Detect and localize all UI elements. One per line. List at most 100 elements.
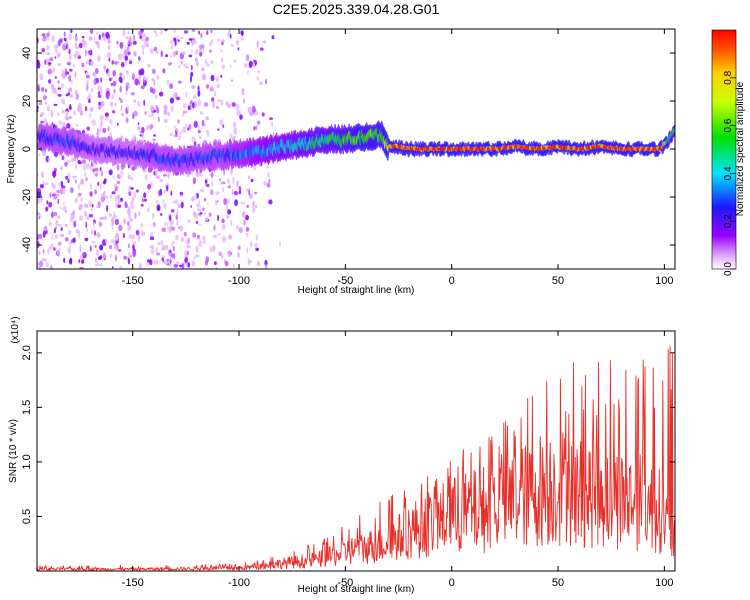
noise-speck bbox=[202, 235, 206, 240]
ridge-peak bbox=[536, 147, 540, 151]
noise-speck bbox=[183, 231, 187, 237]
noise-speck bbox=[37, 83, 40, 90]
noise-speck bbox=[132, 40, 137, 45]
noise-speck bbox=[198, 30, 201, 35]
noise-speck bbox=[252, 206, 256, 214]
noise-speck bbox=[61, 71, 66, 79]
noise-speck bbox=[91, 204, 94, 208]
noise-speck bbox=[152, 68, 156, 75]
noise-speck bbox=[63, 31, 66, 37]
ridge-peak bbox=[431, 147, 435, 151]
noise-speck bbox=[72, 64, 75, 68]
noise-speck bbox=[75, 163, 78, 170]
noise-speck bbox=[245, 54, 250, 61]
noise-speck bbox=[133, 110, 138, 117]
noise-speck bbox=[197, 129, 201, 134]
noise-speck bbox=[46, 262, 49, 267]
noise-speck bbox=[86, 216, 89, 220]
noise-speck bbox=[193, 39, 197, 43]
noise-speck bbox=[134, 212, 137, 219]
noise-speck bbox=[185, 91, 188, 99]
noise-speck bbox=[164, 29, 168, 32]
ridge-peak bbox=[503, 146, 507, 150]
ridge-peak bbox=[514, 145, 518, 149]
noise-speck bbox=[198, 49, 202, 53]
noise-speck bbox=[61, 155, 65, 161]
noise-speck bbox=[69, 241, 72, 248]
ridge-peak bbox=[542, 146, 546, 150]
noise-speck bbox=[142, 50, 144, 56]
noise-speck bbox=[157, 242, 162, 246]
noise-speck bbox=[245, 188, 250, 192]
noise-speck bbox=[37, 59, 40, 65]
noise-speck bbox=[126, 208, 131, 215]
noise-speck bbox=[212, 234, 217, 239]
noise-speck bbox=[57, 223, 62, 227]
noise-speck bbox=[84, 106, 88, 112]
noise-speck bbox=[182, 103, 187, 109]
noise-speck bbox=[102, 127, 107, 134]
noise-speck bbox=[173, 29, 176, 34]
noise-speck bbox=[219, 119, 224, 126]
noise-speck bbox=[200, 32, 203, 39]
noise-speck bbox=[82, 252, 86, 256]
noise-speck bbox=[149, 48, 154, 54]
noise-speck bbox=[234, 199, 239, 207]
noise-speck bbox=[236, 109, 241, 117]
noise-speck bbox=[134, 78, 139, 86]
ridge-peak bbox=[448, 147, 452, 151]
noise-speck bbox=[172, 92, 177, 99]
noise-speck bbox=[109, 119, 113, 125]
figure-title: C2E5.2025.339.04.28.G01 bbox=[273, 1, 440, 17]
noise-speck bbox=[79, 110, 84, 116]
noise-speck bbox=[231, 102, 236, 107]
ridge-peak bbox=[508, 145, 512, 149]
noise-speck bbox=[69, 257, 73, 265]
noise-speck bbox=[240, 36, 244, 41]
noise-speck bbox=[110, 101, 114, 107]
noise-speck bbox=[133, 98, 137, 104]
noise-speck bbox=[79, 244, 82, 252]
noise-speck bbox=[187, 105, 191, 111]
noise-speck bbox=[67, 172, 71, 179]
noise-speck bbox=[37, 233, 40, 241]
noise-speck bbox=[74, 35, 78, 42]
noise-speck bbox=[132, 244, 135, 251]
colorbar: 0.0 0.2 0.4 0.6 0.8 Normalized spectral ampl… bbox=[711, 29, 746, 276]
noise-speck bbox=[213, 224, 216, 231]
noise-speck bbox=[206, 183, 210, 188]
ridge-peak bbox=[569, 146, 573, 150]
noise-speck bbox=[143, 75, 146, 81]
colorbar-gradient bbox=[711, 29, 737, 270]
noise-speck bbox=[58, 52, 61, 57]
noise-speck bbox=[177, 80, 182, 84]
ridge-peak bbox=[481, 147, 485, 151]
noise-speck bbox=[66, 61, 72, 66]
noise-speck bbox=[190, 103, 193, 110]
noise-speck bbox=[89, 164, 92, 171]
noise-speck bbox=[154, 94, 158, 99]
noise-speck bbox=[42, 37, 46, 42]
noise-speck bbox=[195, 245, 199, 253]
noise-speck bbox=[84, 50, 87, 57]
noise-speck bbox=[86, 126, 91, 131]
noise-speck bbox=[160, 29, 163, 36]
ridge-peak bbox=[525, 146, 529, 150]
x-tick-label: -100 bbox=[228, 577, 250, 589]
noise-speck bbox=[173, 125, 176, 128]
noise-speck bbox=[221, 218, 225, 224]
ridge-peak bbox=[530, 146, 535, 151]
x-tick-label: 0 bbox=[449, 577, 455, 589]
noise-speck bbox=[215, 266, 218, 269]
ridge-peak bbox=[492, 147, 496, 151]
noise-speck bbox=[124, 61, 128, 64]
noise-speck bbox=[153, 46, 158, 52]
noise-speck bbox=[247, 70, 249, 75]
noise-speck bbox=[188, 237, 190, 244]
noise-speck bbox=[137, 234, 141, 242]
noise-speck bbox=[94, 244, 97, 249]
noise-speck bbox=[81, 35, 85, 39]
noise-speck bbox=[172, 200, 175, 204]
noise-speck bbox=[127, 44, 131, 47]
noise-speck bbox=[127, 174, 131, 180]
